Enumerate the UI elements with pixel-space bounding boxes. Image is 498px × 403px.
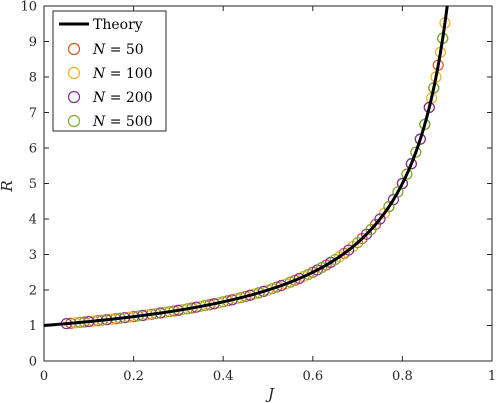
data-point	[410, 146, 422, 158]
x-tick-label: 0.8	[392, 369, 413, 384]
y-tick-label: 1	[29, 319, 37, 334]
data-point	[316, 261, 328, 274]
data-point	[405, 158, 417, 170]
data-point	[396, 177, 408, 190]
x-axis-label: J	[265, 385, 275, 403]
data-point	[329, 253, 341, 266]
series-n200	[60, 101, 435, 330]
data-point	[284, 276, 296, 288]
y-tick-label: 10	[20, 0, 37, 15]
theory-curve	[43, 5, 449, 327]
legend-n200-marker	[67, 90, 81, 104]
y-tick-label: 6	[29, 142, 37, 157]
y-tick-label: 7	[29, 106, 37, 121]
data-point	[352, 237, 364, 249]
y-tick-label: 5	[29, 177, 37, 192]
legend-n100-marker	[67, 66, 81, 80]
legend: Theory N = 50 N = 100 N = 200 N = 500	[52, 10, 167, 132]
data-point	[266, 282, 279, 295]
data-point	[401, 168, 413, 180]
x-tick-label: 0.6	[302, 369, 323, 384]
theory-curve-layer	[43, 5, 449, 327]
y-tick-label: 2	[29, 284, 37, 299]
x-tick-label: 0.2	[123, 369, 144, 384]
data-point	[374, 213, 386, 225]
data-point	[383, 201, 395, 213]
legend-n500-label: N = 500	[92, 114, 153, 130]
y-tick-label: 0	[29, 355, 37, 370]
legend-box	[52, 10, 167, 132]
x-tick-label: 1	[488, 369, 496, 384]
y-tick-label: 8	[29, 71, 37, 86]
legend-n50-label: N = 50	[92, 42, 144, 58]
legend-n200-label: N = 200	[92, 90, 153, 106]
x-tick-label: 0	[40, 369, 48, 384]
data-point	[414, 133, 426, 145]
legend-n50-marker	[67, 42, 81, 56]
data-point	[365, 223, 377, 236]
legend-n500-marker	[67, 114, 81, 128]
y-tick-label: 4	[29, 213, 37, 228]
data-point	[343, 244, 355, 256]
y-tick-label: 3	[29, 248, 37, 263]
data-point	[392, 186, 404, 198]
x-tick-label: 0.4	[213, 369, 234, 384]
y-axis-label: R	[0, 180, 16, 192]
legend-theory-label: Theory	[93, 17, 143, 33]
data-point	[302, 268, 314, 281]
legend-n100-label: N = 100	[92, 66, 153, 82]
y-tick-label: 9	[29, 35, 37, 50]
